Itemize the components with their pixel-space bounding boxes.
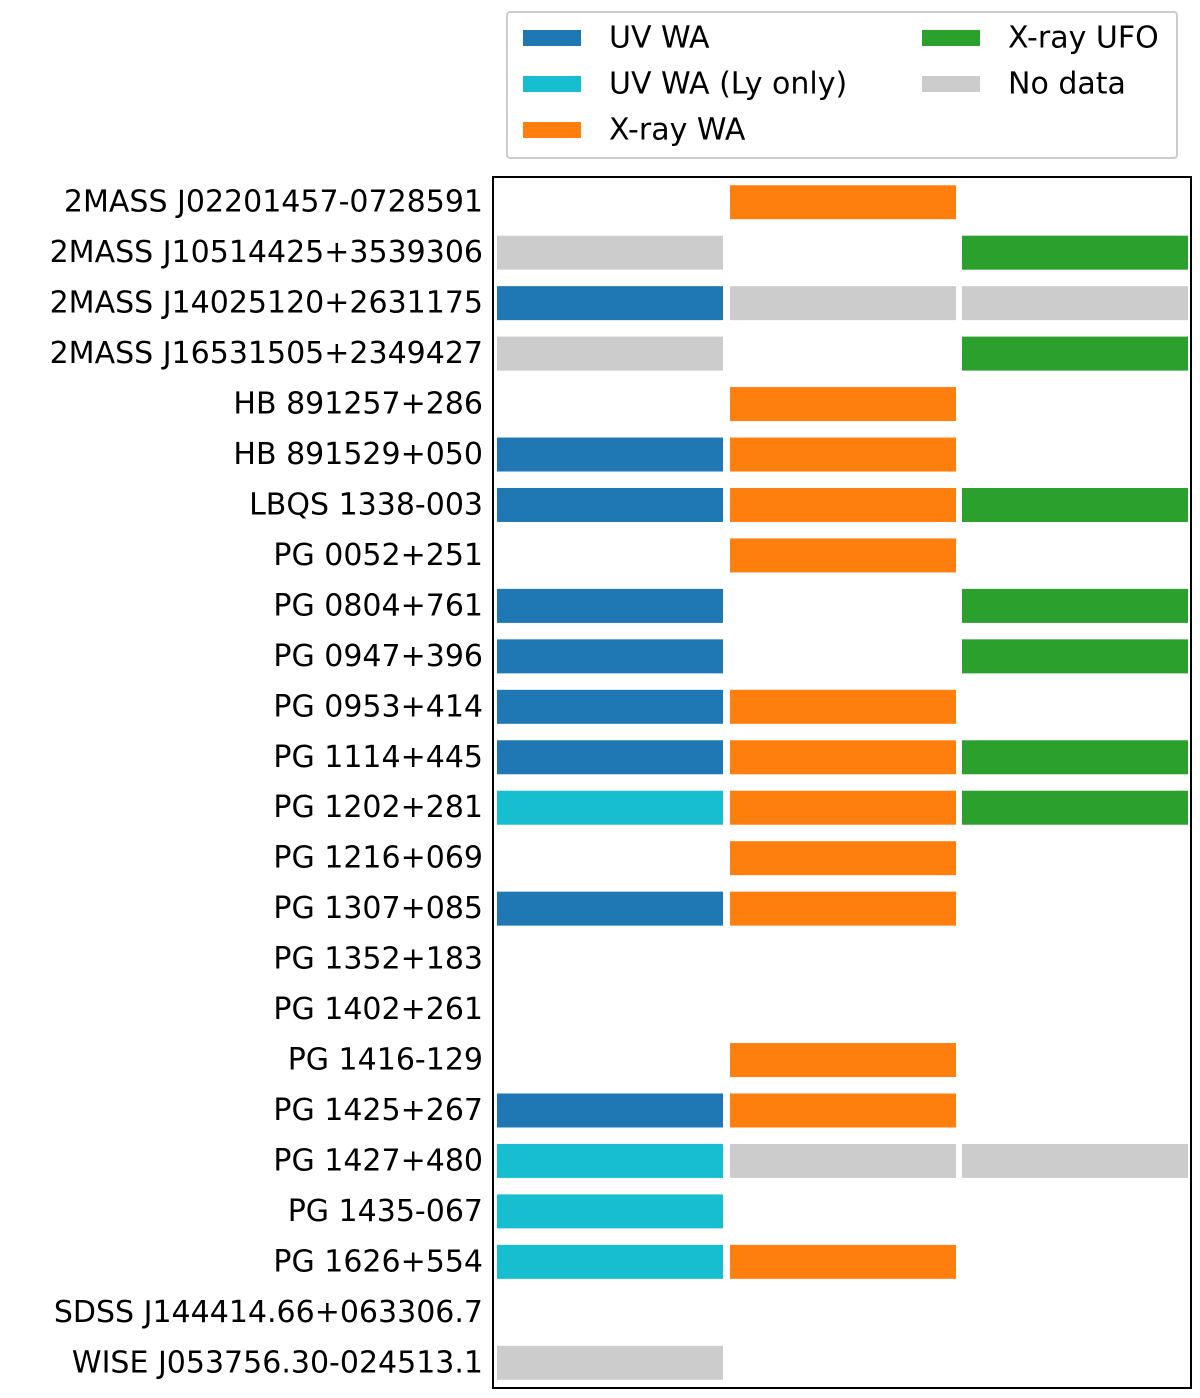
bar-uv-wa-ly bbox=[497, 1194, 723, 1229]
bar-xray-ufo bbox=[962, 487, 1188, 522]
bar-no-data bbox=[730, 1143, 956, 1178]
bar-uv-wa bbox=[497, 689, 723, 724]
row-label: HB 891257+286 bbox=[233, 387, 483, 422]
row-labels: 2MASS J02201457-0728591 2MASS J10514425+3… bbox=[50, 185, 483, 1381]
legend-frame bbox=[506, 11, 1178, 159]
legend-label-no-data: No data bbox=[1008, 67, 1126, 102]
bar-xray-ufo bbox=[962, 740, 1188, 775]
bar-xray-ufo bbox=[962, 639, 1188, 674]
bar-xray-wa bbox=[730, 689, 956, 724]
legend-swatch-xray-wa bbox=[523, 122, 581, 138]
row-label: PG 1435-067 bbox=[288, 1194, 483, 1229]
bar-no-data bbox=[730, 286, 956, 321]
legend: UV WA UV WA (Ly only) X-ray WA X-ray UFO No … bbox=[506, 11, 1178, 159]
legend-label-xray-ufo: X-ray UFO bbox=[1008, 21, 1159, 56]
row-label: PG 1216+069 bbox=[273, 841, 483, 876]
legend-swatch-uv-wa bbox=[523, 30, 581, 46]
row-label: PG 1307+085 bbox=[273, 891, 483, 926]
bar-xray-wa bbox=[730, 538, 956, 573]
legend-swatch-uv-wa-ly bbox=[523, 76, 581, 92]
bar-uv-wa-ly bbox=[497, 1143, 723, 1178]
bar-xray-wa bbox=[730, 1093, 956, 1128]
legend-swatch-xray-ufo bbox=[922, 30, 980, 46]
bar-xray-wa bbox=[730, 1043, 956, 1078]
bar-xray-wa bbox=[730, 437, 956, 472]
row-label: PG 0947+396 bbox=[273, 639, 483, 674]
bar-xray-wa bbox=[730, 387, 956, 422]
row-label: PG 0804+761 bbox=[273, 588, 483, 623]
row-label: 2MASS J16531505+2349427 bbox=[50, 336, 483, 371]
bar-no-data bbox=[962, 286, 1188, 321]
bar-uv-wa bbox=[497, 437, 723, 472]
bar-uv-wa bbox=[497, 639, 723, 674]
bar-uv-wa bbox=[497, 1093, 723, 1128]
bar-uv-wa bbox=[497, 891, 723, 926]
bar-no-data bbox=[962, 1143, 1188, 1178]
row-label: 2MASS J14025120+2631175 bbox=[50, 286, 483, 321]
bar-xray-ufo bbox=[962, 336, 1188, 371]
legend-label-uv-wa-ly: UV WA (Ly only) bbox=[609, 67, 847, 102]
row-label: PG 1425+267 bbox=[273, 1093, 483, 1128]
legend-label-xray-wa: X-ray WA bbox=[609, 113, 746, 148]
row-label: 2MASS J02201457-0728591 bbox=[64, 185, 483, 220]
row-label: 2MASS J10514425+3539306 bbox=[50, 235, 483, 270]
bar-xray-wa bbox=[730, 891, 956, 926]
bar-uv-wa bbox=[497, 286, 723, 321]
plot-frame bbox=[492, 176, 1192, 1389]
row-label: PG 1352+183 bbox=[273, 942, 483, 977]
bar-xray-wa bbox=[730, 487, 956, 522]
bar-no-data bbox=[497, 336, 723, 371]
row-label: LBQS 1338-003 bbox=[249, 487, 483, 522]
bar-uv-wa-ly bbox=[497, 790, 723, 825]
bar-uv-wa bbox=[497, 487, 723, 522]
bar-xray-wa bbox=[730, 1244, 956, 1279]
bar-xray-ufo bbox=[962, 588, 1188, 623]
legend-label-uv-wa: UV WA bbox=[609, 21, 710, 56]
bar-xray-wa bbox=[730, 790, 956, 825]
row-label: PG 1427+480 bbox=[273, 1143, 483, 1178]
bar-uv-wa bbox=[497, 588, 723, 623]
row-label: PG 1202+281 bbox=[273, 790, 483, 825]
bars bbox=[497, 185, 1188, 1380]
row-label: PG 1626+554 bbox=[273, 1244, 483, 1279]
bar-no-data bbox=[497, 235, 723, 270]
bar-uv-wa bbox=[497, 740, 723, 775]
bar-xray-wa bbox=[730, 740, 956, 775]
row-label: SDSS J144414.66+063306.7 bbox=[54, 1295, 483, 1330]
legend-swatch-no-data bbox=[922, 76, 980, 92]
row-label: PG 0052+251 bbox=[273, 538, 483, 573]
bar-xray-ufo bbox=[962, 790, 1188, 825]
bar-xray-wa bbox=[730, 841, 956, 876]
row-label: PG 1402+261 bbox=[273, 992, 483, 1027]
bar-uv-wa-ly bbox=[497, 1244, 723, 1279]
row-label: PG 1114+445 bbox=[273, 740, 483, 775]
row-label: PG 1416-129 bbox=[288, 1043, 483, 1078]
bar-xray-wa bbox=[730, 185, 956, 220]
row-label: PG 0953+414 bbox=[273, 689, 483, 724]
bar-no-data bbox=[497, 1345, 723, 1380]
row-label: HB 891529+050 bbox=[233, 437, 483, 472]
bar-xray-ufo bbox=[962, 235, 1188, 270]
row-label: WISE J053756.30-024513.1 bbox=[72, 1345, 483, 1380]
